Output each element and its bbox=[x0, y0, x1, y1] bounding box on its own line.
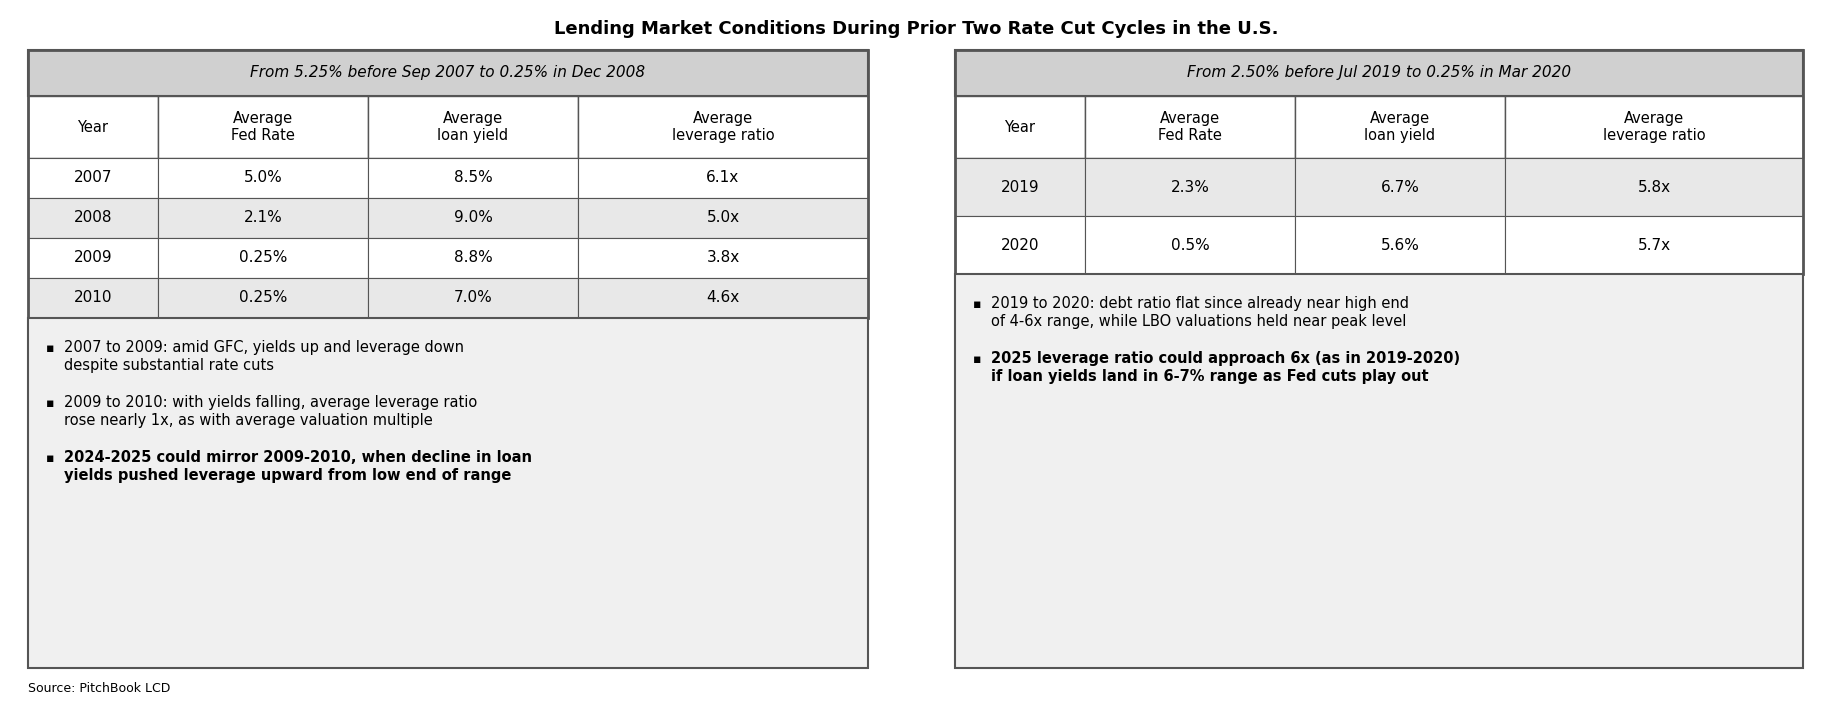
Text: ▪: ▪ bbox=[46, 396, 55, 410]
Text: Average
loan yield: Average loan yield bbox=[438, 111, 507, 143]
Text: 3.8x: 3.8x bbox=[705, 250, 740, 266]
Text: From 5.25% before Sep 2007 to 0.25% in Dec 2008: From 5.25% before Sep 2007 to 0.25% in D… bbox=[251, 65, 645, 81]
Text: 2019 to 2020: debt ratio flat since already near high end: 2019 to 2020: debt ratio flat since alre… bbox=[991, 296, 1409, 311]
Text: Lending Market Conditions During Prior Two Rate Cut Cycles in the U.S.: Lending Market Conditions During Prior T… bbox=[553, 20, 1277, 38]
Bar bbox=[158, 158, 368, 198]
Text: 5.0%: 5.0% bbox=[244, 171, 282, 186]
Text: ▪: ▪ bbox=[973, 298, 980, 311]
Bar bbox=[368, 238, 577, 278]
Text: ▪: ▪ bbox=[973, 353, 980, 366]
Text: 2.3%: 2.3% bbox=[1171, 179, 1209, 195]
Bar bbox=[1504, 216, 1803, 274]
Text: From 2.50% before Jul 2019 to 0.25% in Mar 2020: From 2.50% before Jul 2019 to 0.25% in M… bbox=[1187, 65, 1570, 81]
Bar bbox=[1085, 158, 1293, 216]
Bar bbox=[27, 318, 868, 668]
Text: 6.1x: 6.1x bbox=[705, 171, 740, 186]
Text: 2009 to 2010: with yields falling, average leverage ratio: 2009 to 2010: with yields falling, avera… bbox=[64, 395, 476, 410]
Bar bbox=[158, 198, 368, 238]
Bar bbox=[1085, 216, 1293, 274]
Bar bbox=[1085, 96, 1293, 158]
Bar bbox=[27, 96, 158, 158]
Bar bbox=[368, 198, 577, 238]
Bar bbox=[954, 96, 1085, 158]
Text: 2025 leverage ratio could approach 6x (as in 2019-2020): 2025 leverage ratio could approach 6x (a… bbox=[991, 351, 1460, 366]
Bar bbox=[27, 158, 158, 198]
Text: 0.5%: 0.5% bbox=[1171, 238, 1209, 252]
Text: 0.25%: 0.25% bbox=[238, 250, 288, 266]
Bar bbox=[368, 158, 577, 198]
Text: 5.8x: 5.8x bbox=[1636, 179, 1669, 195]
Text: 2008: 2008 bbox=[73, 210, 112, 226]
Text: 8.8%: 8.8% bbox=[453, 250, 493, 266]
Bar bbox=[27, 50, 868, 318]
Text: 5.0x: 5.0x bbox=[705, 210, 738, 226]
Bar bbox=[954, 158, 1085, 216]
Bar bbox=[1504, 96, 1803, 158]
Text: of 4-6x range, while LBO valuations held near peak level: of 4-6x range, while LBO valuations held… bbox=[991, 314, 1405, 330]
Text: 9.0%: 9.0% bbox=[453, 210, 493, 226]
Bar bbox=[577, 198, 868, 238]
Bar bbox=[577, 238, 868, 278]
Bar bbox=[27, 50, 868, 96]
Bar bbox=[1293, 216, 1504, 274]
Bar bbox=[577, 158, 868, 198]
Bar bbox=[368, 278, 577, 318]
Text: 5.6%: 5.6% bbox=[1379, 238, 1418, 252]
Text: 4.6x: 4.6x bbox=[705, 290, 740, 306]
Bar bbox=[954, 50, 1803, 274]
Bar bbox=[158, 238, 368, 278]
Bar bbox=[954, 274, 1803, 668]
Bar bbox=[1293, 96, 1504, 158]
Text: 2007 to 2009: amid GFC, yields up and leverage down: 2007 to 2009: amid GFC, yields up and le… bbox=[64, 340, 463, 355]
Bar bbox=[27, 238, 158, 278]
Text: 2.1%: 2.1% bbox=[244, 210, 282, 226]
Text: Average
loan yield: Average loan yield bbox=[1363, 111, 1434, 143]
Text: 2024-2025 could mirror 2009-2010, when decline in loan: 2024-2025 could mirror 2009-2010, when d… bbox=[64, 449, 531, 465]
Text: ▪: ▪ bbox=[46, 451, 55, 465]
Text: despite substantial rate cuts: despite substantial rate cuts bbox=[64, 359, 273, 373]
Text: rose nearly 1x, as with average valuation multiple: rose nearly 1x, as with average valuatio… bbox=[64, 413, 432, 428]
Text: 8.5%: 8.5% bbox=[453, 171, 493, 186]
Bar bbox=[27, 278, 158, 318]
Text: 5.7x: 5.7x bbox=[1636, 238, 1669, 252]
Text: Year: Year bbox=[77, 120, 108, 134]
Text: 0.25%: 0.25% bbox=[238, 290, 288, 306]
Bar bbox=[1293, 158, 1504, 216]
Bar bbox=[158, 96, 368, 158]
Text: 7.0%: 7.0% bbox=[453, 290, 493, 306]
Bar bbox=[954, 216, 1085, 274]
Text: Average
Fed Rate: Average Fed Rate bbox=[1158, 111, 1222, 143]
Text: 2019: 2019 bbox=[1000, 179, 1039, 195]
Text: Year: Year bbox=[1004, 120, 1035, 134]
Text: Average
leverage ratio: Average leverage ratio bbox=[1601, 111, 1704, 143]
Text: 2007: 2007 bbox=[73, 171, 112, 186]
Text: if loan yields land in 6-7% range as Fed cuts play out: if loan yields land in 6-7% range as Fed… bbox=[991, 369, 1427, 384]
Text: 2010: 2010 bbox=[73, 290, 112, 306]
Bar bbox=[1504, 158, 1803, 216]
Text: Average
Fed Rate: Average Fed Rate bbox=[231, 111, 295, 143]
Text: ▪: ▪ bbox=[46, 342, 55, 355]
Bar bbox=[158, 278, 368, 318]
Text: yields pushed leverage upward from low end of range: yields pushed leverage upward from low e… bbox=[64, 468, 511, 483]
Bar bbox=[954, 50, 1803, 96]
Text: Average
leverage ratio: Average leverage ratio bbox=[671, 111, 773, 143]
Bar bbox=[368, 96, 577, 158]
Text: 2009: 2009 bbox=[73, 250, 112, 266]
Text: 2020: 2020 bbox=[1000, 238, 1039, 252]
Text: 6.7%: 6.7% bbox=[1379, 179, 1418, 195]
Bar bbox=[577, 278, 868, 318]
Text: Source: PitchBook LCD: Source: PitchBook LCD bbox=[27, 682, 170, 695]
Bar bbox=[577, 96, 868, 158]
Bar bbox=[27, 198, 158, 238]
